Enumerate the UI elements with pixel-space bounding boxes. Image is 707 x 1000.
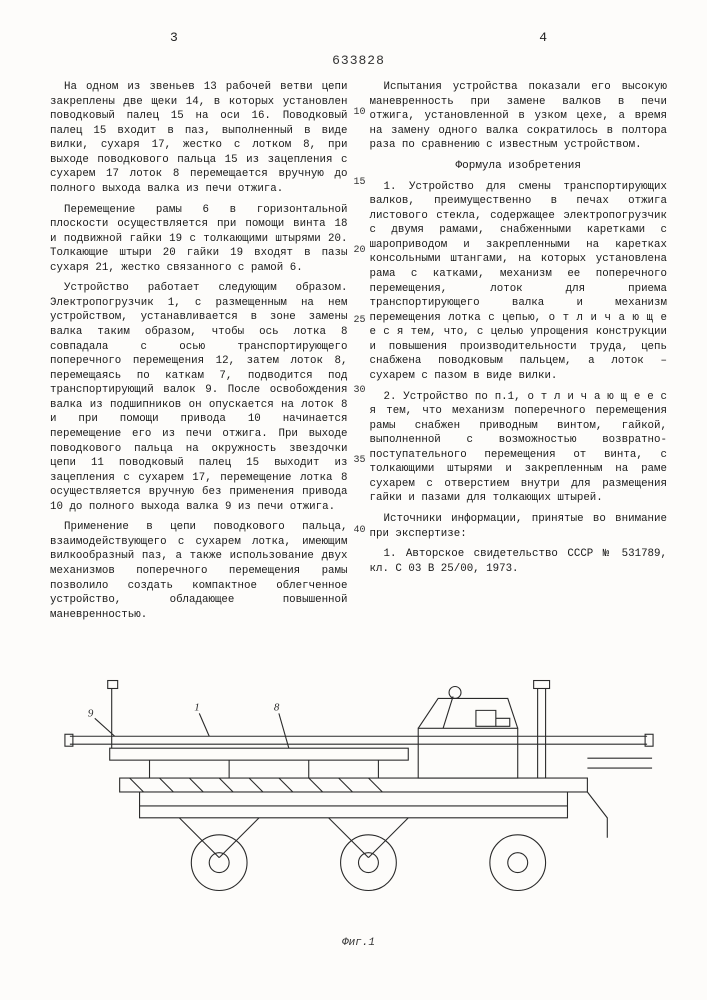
sources-heading: Источники информации, принятые во вниман… (370, 512, 668, 541)
document-number: 633828 (50, 53, 667, 68)
paragraph: Устройство работает следующим образом. Э… (50, 281, 348, 514)
line-marker: 40 (354, 526, 366, 536)
line-marker: 35 (354, 456, 366, 466)
callout-8: 8 (274, 702, 280, 714)
right-column: Испытания устройства показали его высоку… (370, 80, 668, 628)
line-marker: 10 (354, 108, 366, 118)
paragraph: Испытания устройства показали его высоку… (370, 80, 668, 153)
callout-1: 1 (194, 702, 199, 714)
claim: 2. Устройство по п.1, о т л и ч а ю щ е … (370, 390, 668, 507)
page-num-right: 4 (539, 30, 547, 45)
paragraph: Перемещение рамы 6 в горизонтальной плос… (50, 203, 348, 276)
left-column: На одном из звеньев 13 рабочей ветви цеп… (50, 80, 348, 628)
page-num-left: 3 (170, 30, 178, 45)
line-marker: 30 (354, 386, 366, 396)
page-number-row: 3 4 (50, 30, 667, 45)
line-marker: 25 (354, 316, 366, 326)
formula-heading: Формула изобретения (370, 159, 668, 174)
line-marker: 20 (354, 246, 366, 256)
text-columns: На одном из звеньев 13 рабочей ветви цеп… (50, 80, 667, 628)
paragraph: Применение в цепи поводкового пальца, вз… (50, 520, 348, 622)
forklift-diagram-svg: 9 1 8 (50, 648, 667, 928)
figure-label: Фиг.1 (50, 937, 667, 949)
source-item: 1. Авторское свидетельство СССР № 531789… (370, 547, 668, 576)
patent-page: 3 4 633828 10 15 20 25 30 35 40 На одном… (0, 0, 707, 1000)
callout-9: 9 (88, 708, 94, 720)
claim: 1. Устройство для смены транспортирующих… (370, 180, 668, 384)
technical-figure: 9 1 8 Фиг.1 (50, 648, 667, 928)
paragraph: На одном из звеньев 13 рабочей ветви цеп… (50, 80, 348, 197)
line-marker: 15 (354, 178, 366, 188)
